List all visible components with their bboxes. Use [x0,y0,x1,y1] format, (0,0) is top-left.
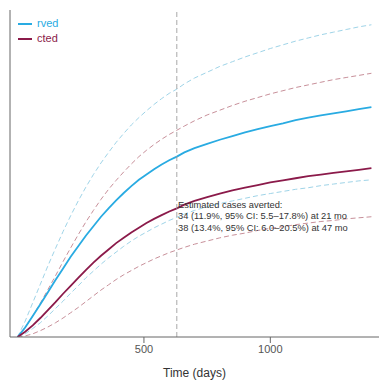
html-text:rved: rved [37,17,59,29]
svg-text:500: 500 [135,343,153,355]
svg-text:1000: 1000 [258,343,282,355]
html-text:cted: cted [37,32,58,44]
svg-text:Estimated cases averted:34 (11: Estimated cases averted:34 (11.9%, 95% C… [178,200,348,232]
svg-text:Time (days): Time (days) [163,366,226,380]
